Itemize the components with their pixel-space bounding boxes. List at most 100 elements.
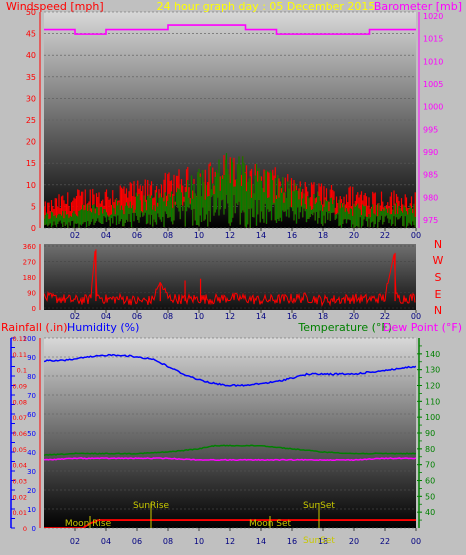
- wind-x-tick-label: 00: [411, 231, 421, 240]
- humidity-grid: [44, 337, 416, 529]
- direction-x-tick-label: 00: [411, 312, 421, 321]
- rainfall-tick-label: 0.1: [17, 367, 27, 375]
- sunset-bottom-label: SunSet: [303, 536, 335, 546]
- humidity-x-tick-label: 12: [225, 537, 235, 546]
- rainfall-tick-label: 0.01: [13, 509, 27, 517]
- humidity-tick-label: 70: [27, 392, 36, 400]
- direction-letter-n-bottom: N: [434, 304, 442, 317]
- direction-letter-e: E: [435, 288, 442, 301]
- sunset-label: SunSet: [303, 501, 335, 511]
- temperature-tick-label: 120: [425, 382, 440, 391]
- temperature-tick-label: 140: [425, 350, 440, 359]
- barometer-tick-label: 990: [423, 148, 438, 157]
- humidity-tick-label: 40: [27, 449, 36, 457]
- wind-x-tick-label: 16: [287, 231, 297, 240]
- dewpoint-line: [44, 457, 416, 462]
- wind-x-tick-label: 08: [163, 231, 173, 240]
- wind-tick-label: 45: [26, 30, 36, 39]
- rainfall-tick-label: 0.11: [13, 351, 27, 359]
- dewpoint-axis-label: Dew Point (°F): [383, 321, 462, 334]
- temperature-axis-label: Temperature (°F): [297, 321, 392, 334]
- direction-x-tick-label: 16: [287, 312, 297, 321]
- barometer-tick-label: 1010: [423, 57, 443, 66]
- temperature-tick-label: 70: [425, 461, 435, 470]
- humidity-x-tick-label: 10: [194, 537, 204, 546]
- wind-tick-label: 15: [26, 159, 36, 168]
- direction-x-tick-label: 06: [132, 312, 142, 321]
- direction-letters: N W S E N: [433, 238, 444, 317]
- wind-x-tick-label: 10: [194, 231, 204, 240]
- wind-x-tick-label: 12: [225, 231, 235, 240]
- barometer-tick-label: 1020: [423, 12, 443, 21]
- humidity-tick-label: 90: [27, 354, 36, 362]
- rainfall-tick-label: 0: [23, 525, 27, 533]
- humidity-x-tick-label: 00: [411, 537, 421, 546]
- humidity-x-tick-label: 06: [132, 537, 142, 546]
- humidity-x-tick-label: 16: [287, 537, 297, 546]
- humidity-tick-label: 50: [27, 430, 36, 438]
- humidity-tick-label: 10: [27, 506, 36, 514]
- wind-x-tick-label: 06: [132, 231, 142, 240]
- wind-x-tick-label: 22: [380, 231, 390, 240]
- wind-tick-label: 50: [26, 8, 36, 17]
- humidity-tick-label: 100: [23, 335, 36, 343]
- wind-direction-line: [44, 251, 416, 307]
- direction-x-tick-label: 20: [349, 312, 359, 321]
- direction-x-tick-label: 04: [101, 312, 111, 321]
- direction-tick-label: 270: [23, 259, 36, 267]
- wind-tick-label: 25: [26, 116, 36, 125]
- direction-letter-w: W: [433, 254, 444, 267]
- direction-x-tick-label: 10: [194, 312, 204, 321]
- humidity-tick-label: 80: [27, 373, 36, 381]
- wind-axis-label: Windspeed [mph]: [6, 0, 104, 13]
- wind-x-tick-label: 14: [256, 231, 266, 240]
- humidity-x-tick-label: 04: [101, 537, 111, 546]
- barometer-tick-label: 985: [423, 171, 438, 180]
- direction-x-tick-label: 08: [163, 312, 173, 321]
- rainfall-line: [44, 519, 416, 528]
- barometer-tick-label: 975: [423, 216, 438, 225]
- temperature-tick-label: 40: [425, 508, 435, 517]
- rainfall-tick-label: 0.02: [13, 493, 27, 501]
- humidity-x-tick-label: 20: [349, 537, 359, 546]
- direction-tick-label: 90: [27, 290, 36, 298]
- sunrise-label: SunRise: [133, 501, 170, 511]
- direction-x-tick-label: 22: [380, 312, 390, 321]
- moonset-label: Moon Set: [249, 519, 292, 529]
- wind-tick-label: 40: [26, 51, 36, 60]
- humidity-x-tick-label: 14: [256, 537, 266, 546]
- humidity-tick-label: 20: [27, 487, 36, 495]
- wind-tick-label: 10: [26, 181, 36, 190]
- rainfall-tick-label: 0.05: [13, 446, 27, 454]
- humidity-x-tick-label: 18: [318, 537, 328, 546]
- direction-x-tick-label: 18: [318, 312, 328, 321]
- barometer-tick-label: 1005: [423, 80, 443, 89]
- temperature-tick-label: 110: [425, 397, 440, 406]
- temperature-tick-label: 80: [425, 445, 435, 454]
- direction-tick-label: 0: [32, 305, 36, 313]
- wind-x-tick-label: 20: [349, 231, 359, 240]
- humidity-x-tick-label: 02: [70, 537, 80, 546]
- humidity-line: [44, 353, 416, 388]
- direction-x-tick-label: 12: [225, 312, 235, 321]
- temperature-tick-label: 130: [425, 366, 440, 375]
- rainfall-tick-label: 0.06: [13, 430, 27, 438]
- astronomy-events: SunRise SunSet Moon Rise Moon Set SunSet: [65, 501, 336, 546]
- wind-tick-label: 5: [31, 202, 36, 211]
- chart-title: 24 hour graph day : 05 December 2015: [157, 0, 376, 13]
- barometer-tick-label: 1015: [423, 35, 443, 44]
- direction-grid: [44, 245, 416, 309]
- rainfall-tick-label: 0.07: [13, 414, 27, 422]
- wind-tick-label: 0: [31, 224, 36, 233]
- temperature-line: [44, 444, 416, 457]
- direction-tick-label: 180: [23, 274, 36, 282]
- humidity-tick-label: 30: [27, 468, 36, 476]
- rainfall-tick-label: 0.12: [13, 335, 27, 343]
- rainfall-tick-label: 0.09: [13, 383, 27, 391]
- moonrise-label: Moon Rise: [65, 519, 112, 529]
- rainfall-tick-label: 0.08: [13, 398, 27, 406]
- direction-tick-label: 360: [23, 243, 36, 251]
- humidity-tick-label: 60: [27, 411, 36, 419]
- wind-tick-label: 20: [26, 138, 36, 147]
